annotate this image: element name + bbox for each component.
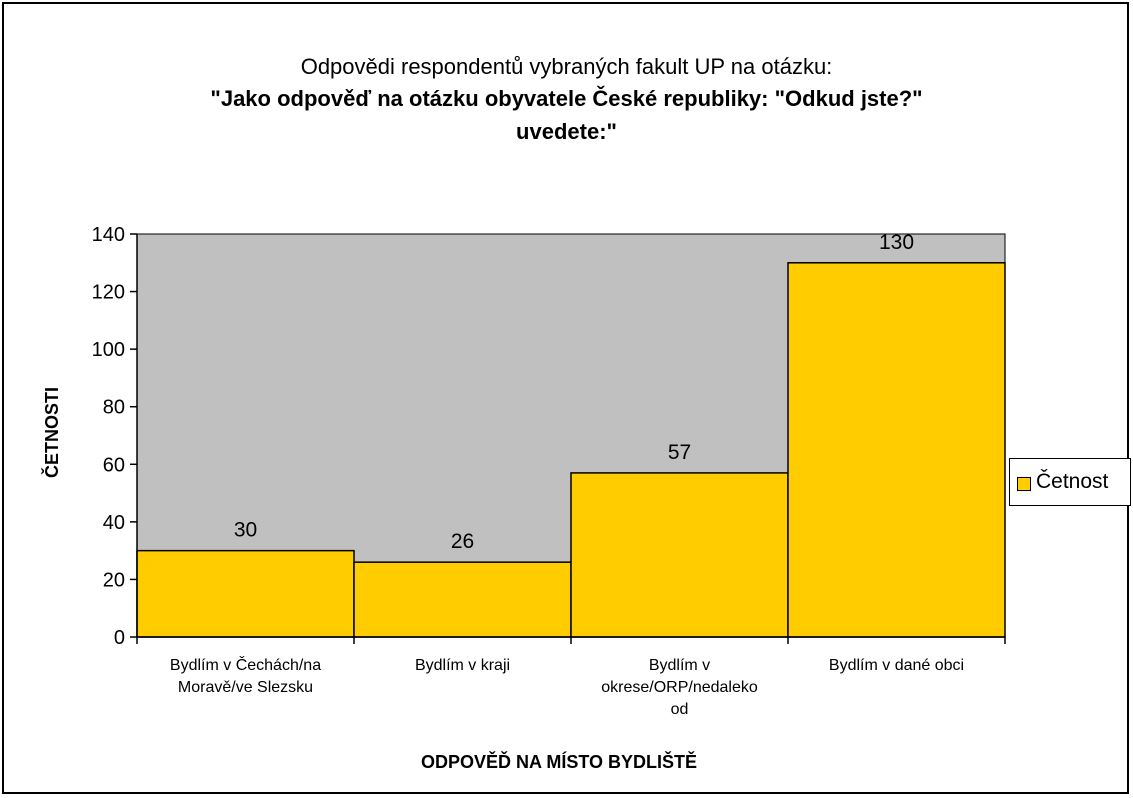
x-axis-title: ODPOVĚĎ NA MÍSTO BYDLIŠTĚ bbox=[421, 751, 697, 772]
data-label-1: 26 bbox=[451, 530, 474, 553]
y-tick-label-5: 100 bbox=[92, 339, 125, 361]
bar-3 bbox=[787, 262, 1006, 638]
legend: Četnost bbox=[1009, 458, 1131, 506]
x-tick-label-2: Bydlím v okrese/ORP/nedaleko od bbox=[601, 657, 758, 718]
legend-label: Četnost bbox=[1036, 470, 1109, 493]
y-tick-label-1: 20 bbox=[103, 569, 125, 591]
y-tick-label-6: 120 bbox=[92, 282, 125, 304]
data-label-3: 130 bbox=[879, 231, 914, 254]
data-label-0: 30 bbox=[234, 519, 257, 542]
x-tick-label-1: Bydlím v kraji bbox=[415, 657, 510, 674]
legend-swatch bbox=[1017, 477, 1031, 491]
y-tick-label-3: 60 bbox=[103, 454, 125, 476]
y-tick-label-7: 140 bbox=[92, 224, 125, 246]
y-tick-label-4: 80 bbox=[103, 397, 125, 419]
y-axis-title: ČETNOSTI bbox=[41, 387, 62, 478]
bar-2 bbox=[570, 472, 789, 638]
bar-1 bbox=[353, 561, 572, 638]
y-tick-label-2: 40 bbox=[103, 512, 125, 534]
bar-0 bbox=[136, 549, 355, 638]
chart-subtitle-line-1: "Jako odpověď na otázku obyvatele České … bbox=[210, 86, 923, 111]
data-label-2: 57 bbox=[668, 441, 691, 464]
chart-title: Odpovědi respondentů vybraných fakult UP… bbox=[300, 54, 833, 79]
y-tick-label-0: 0 bbox=[114, 627, 125, 649]
x-tick-label-3: Bydlím v dané obci bbox=[829, 657, 964, 674]
x-tick-label-0: Bydlím v Čechách/na Moravě/ve Slezsku bbox=[170, 655, 321, 696]
chart-subtitle-line-2: uvedete:" bbox=[516, 119, 617, 144]
